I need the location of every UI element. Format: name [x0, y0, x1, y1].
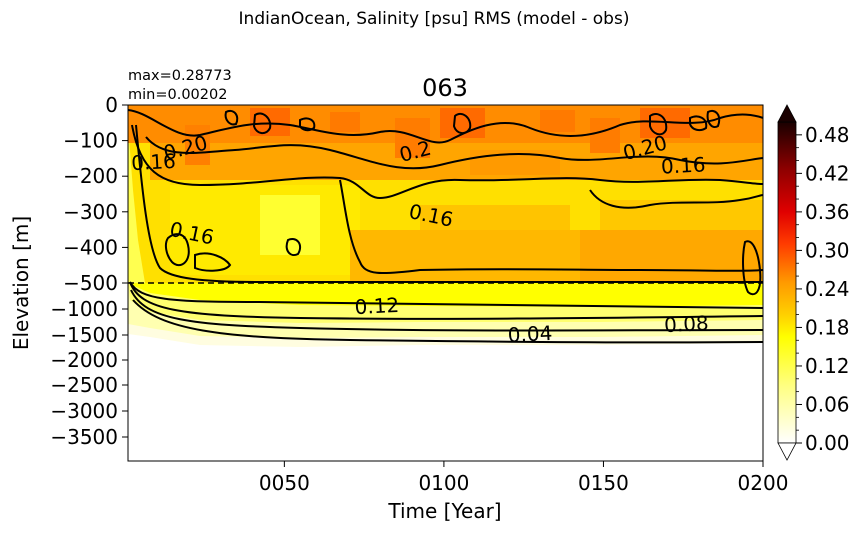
y-tick-label: −3500	[50, 425, 118, 449]
contour-label: 0.16	[131, 149, 177, 175]
contour-lines	[128, 109, 763, 344]
axes-title: 063	[422, 74, 468, 102]
contour-label: 0.04	[507, 321, 553, 347]
y-tick-label: −200	[63, 164, 118, 188]
y-axis: 0 −100 −200 −300 −400 −500−1000−1500−2000−250…	[50, 93, 128, 449]
y-tick-label: −3000	[50, 399, 118, 423]
contour-label: 0.16	[660, 152, 706, 178]
colorbar-tick-label: 0.42	[805, 161, 850, 185]
y-tick-label: −500	[63, 271, 118, 295]
colorbar-tick-label: 0.48	[805, 123, 850, 147]
y-tick-label: 0	[105, 93, 118, 117]
colorbar-tick-label: 0.36	[805, 200, 850, 224]
x-tick-label: 0200	[738, 471, 789, 495]
y-tick-label: −1000	[50, 297, 118, 321]
colorbar-extend-max	[777, 104, 797, 123]
contour-label: 0.12	[354, 293, 400, 319]
y-tick-label: −2500	[50, 373, 118, 397]
max-stat-label: max=0.28773	[128, 68, 232, 84]
contour-label: 0.08	[664, 311, 710, 337]
colorbar-tick-label: 0.00	[805, 431, 850, 455]
colorbar-tick-label: 0.18	[805, 315, 850, 339]
x-tick-label: 0050	[259, 471, 310, 495]
heatmap-field	[128, 105, 763, 461]
colorbar-tick-label: 0.24	[805, 277, 850, 301]
y-tick-label: −400	[63, 235, 118, 259]
figure-suptitle: IndianOcean, Salinity [psu] RMS (model -…	[239, 9, 630, 29]
min-stat-label: min=0.00202	[128, 87, 227, 103]
y-tick-label: −300	[63, 200, 118, 224]
x-tick-label: 0150	[578, 471, 629, 495]
colorbar-gradient	[777, 121, 797, 444]
y-tick-label: −1500	[50, 323, 118, 347]
x-axis-label: Time [Year]	[387, 499, 501, 523]
x-tick-label: 0100	[418, 471, 469, 495]
y-axis-label: Elevation [m]	[9, 216, 33, 350]
x-axis: 0050 0100 0150 0200	[259, 461, 789, 495]
y-tick-label: −2000	[50, 348, 118, 372]
colorbar: 0.00 0.06 0.12 0.18 0.24 0.30 0.36 0.42 0.48	[777, 104, 850, 461]
colorbar-tick-label: 0.12	[805, 354, 850, 378]
colorbar-tick-label: 0.30	[805, 238, 850, 262]
y-tick-label: −100	[63, 129, 118, 153]
colorbar-extend-min	[777, 442, 797, 461]
colorbar-tick-label: 0.06	[805, 392, 850, 416]
